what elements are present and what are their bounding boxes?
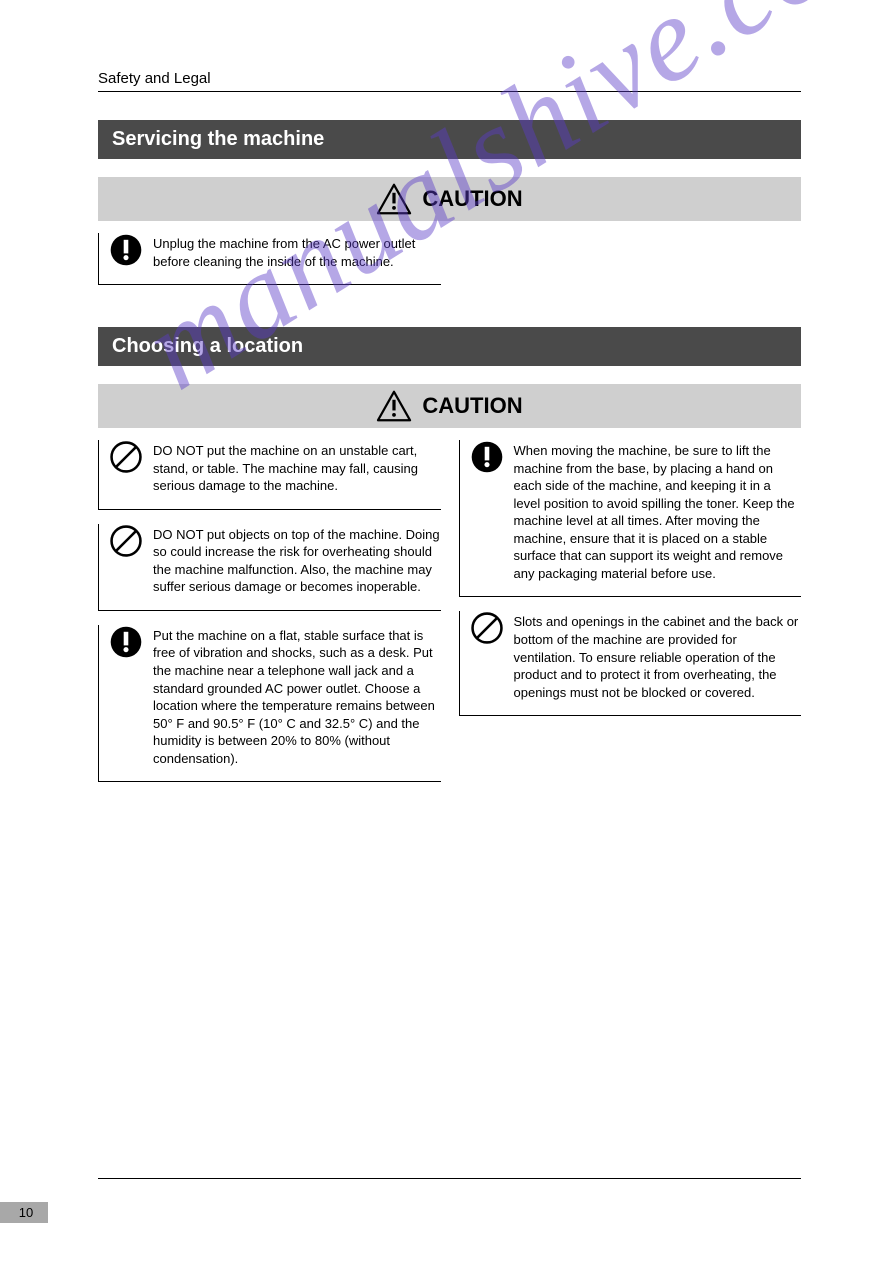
caution-label-1: CAUTION	[422, 186, 522, 212]
mandatory-icon	[109, 625, 143, 659]
footer-rule	[98, 1178, 801, 1179]
card-text: Slots and openings in the cabinet and th…	[514, 611, 802, 701]
section-2-columns: DO NOT put the machine on an unstable ca…	[98, 440, 801, 796]
caution-bar-2: CAUTION	[98, 384, 801, 428]
card-text: Unplug the machine from the AC power out…	[153, 233, 441, 270]
card-text: DO NOT put the machine on an unstable ca…	[153, 440, 441, 495]
page-header: Safety and Legal	[98, 70, 801, 87]
caution-bar-1: CAUTION	[98, 177, 801, 221]
card-unstable: DO NOT put the machine on an unstable ca…	[98, 440, 441, 510]
section-title-servicing: Servicing the machine	[98, 120, 801, 159]
mandatory-icon	[109, 233, 143, 267]
card-text: When moving the machine, be sure to lift…	[514, 440, 802, 582]
prohibit-icon	[109, 524, 143, 558]
prohibit-icon	[109, 440, 143, 474]
mandatory-icon	[470, 440, 504, 474]
section-1-columns: Unplug the machine from the AC power out…	[98, 233, 801, 299]
card-objects: DO NOT put objects on top of the machine…	[98, 524, 441, 611]
card-text: DO NOT put objects on top of the machine…	[153, 524, 441, 596]
card-moving: When moving the machine, be sure to lift…	[459, 440, 802, 597]
warning-icon	[376, 390, 412, 422]
section-title-location: Choosing a location	[98, 327, 801, 366]
card-text: Put the machine on a flat, stable surfac…	[153, 625, 441, 767]
page-number: 10	[0, 1202, 48, 1223]
header-rule	[98, 91, 801, 92]
prohibit-icon	[470, 611, 504, 645]
caution-label-2: CAUTION	[422, 393, 522, 419]
card-ventilation: Slots and openings in the cabinet and th…	[459, 611, 802, 716]
card-flat-surface: Put the machine on a flat, stable surfac…	[98, 625, 441, 782]
card-unplug: Unplug the machine from the AC power out…	[98, 233, 441, 285]
warning-icon	[376, 183, 412, 215]
